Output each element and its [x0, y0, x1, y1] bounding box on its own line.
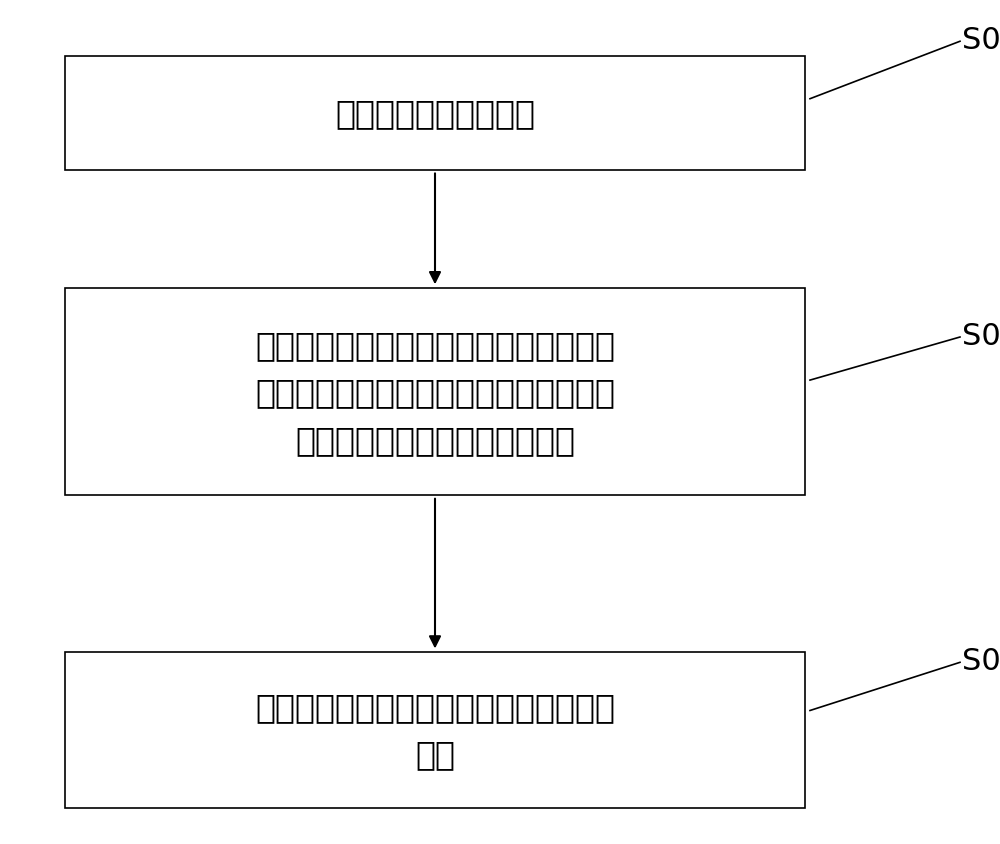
Text: 空调器在确定触控有效的情况下，根据触
控压力值与操作对象的关联关系，确定与
触控压力值匹配的目标操作对象: 空调器在确定触控有效的情况下，根据触 控压力值与操作对象的关联关系，确定与 触控…	[255, 328, 615, 457]
Text: 空调器控制其显示屏显示目标操作对象的
界面: 空调器控制其显示屏显示目标操作对象的 界面	[255, 690, 615, 771]
Bar	[65, 652, 805, 809]
Bar	[65, 57, 805, 170]
Bar	[65, 289, 805, 495]
Text: S02: S02	[962, 322, 1000, 350]
Text: S03: S03	[962, 647, 1000, 675]
Text: S01: S01	[962, 26, 1000, 55]
Text: 空调器获取触控压力值: 空调器获取触控压力值	[335, 97, 535, 131]
